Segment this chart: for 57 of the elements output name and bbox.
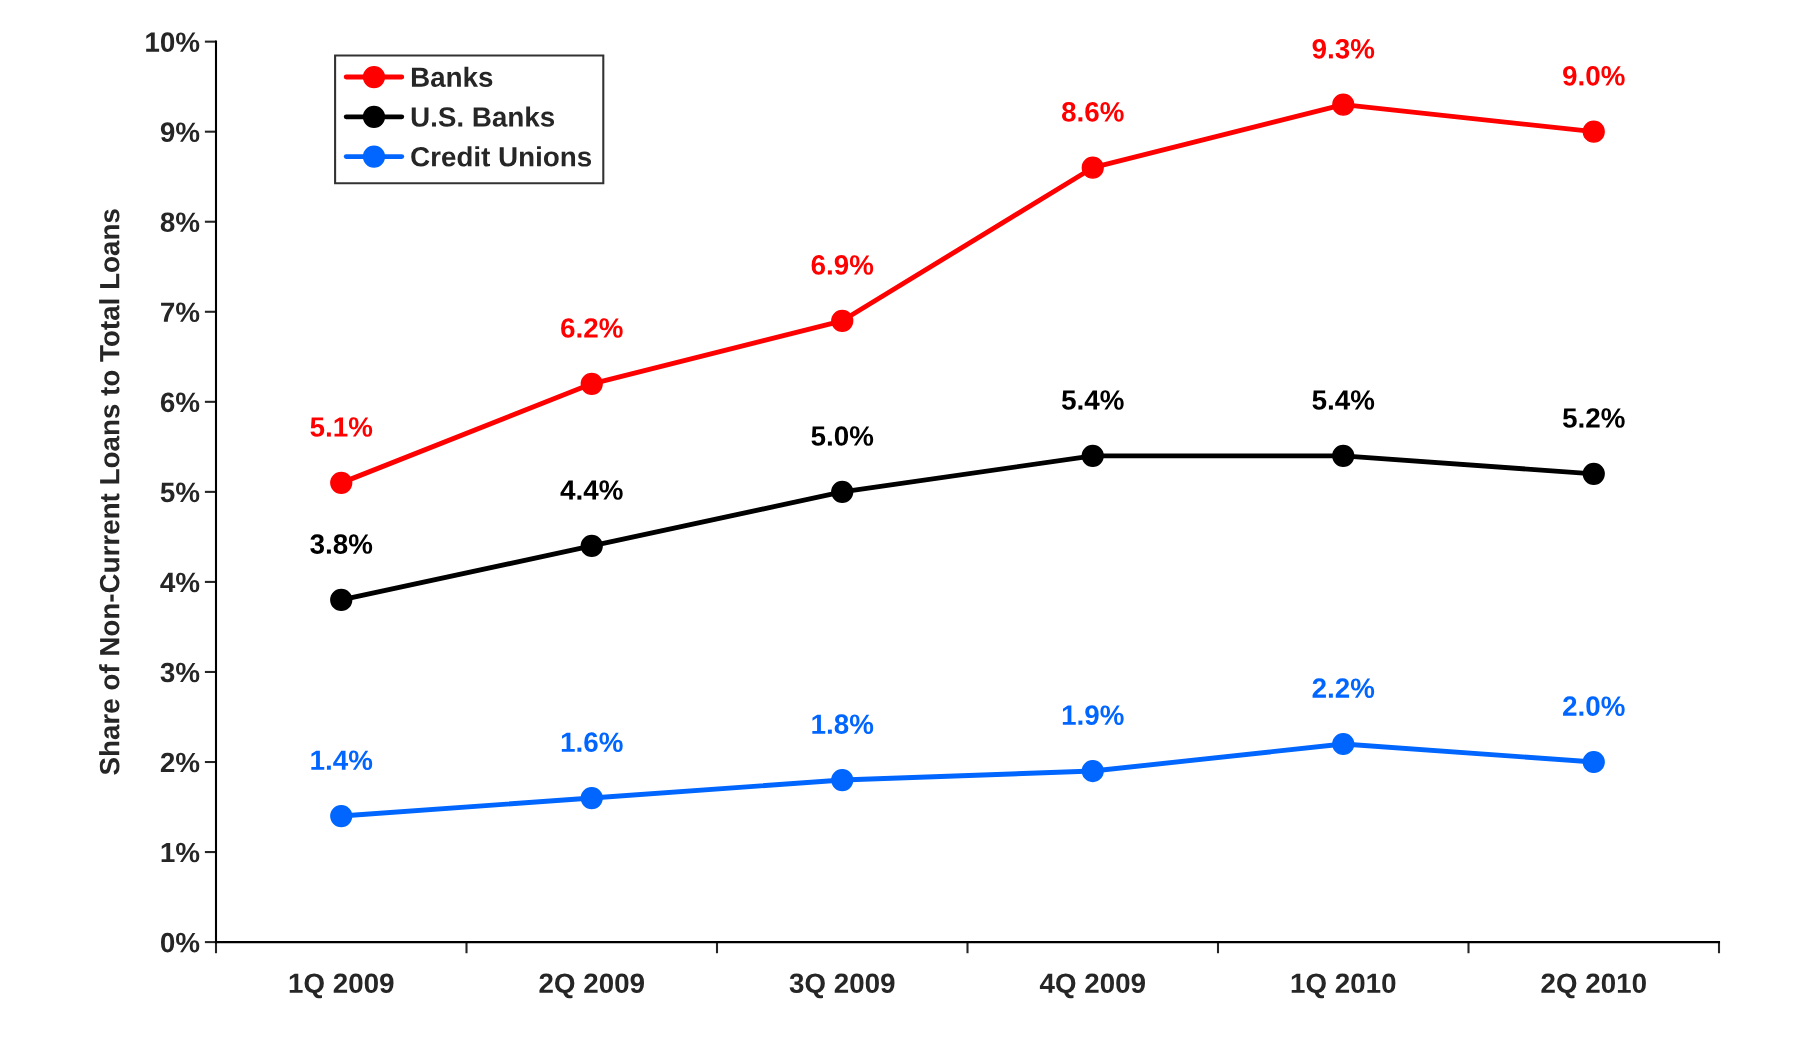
point	[580, 372, 603, 395]
data-label: 1.8%	[812, 714, 874, 735]
y-tick-label: 8%	[160, 212, 200, 233]
point	[330, 804, 353, 828]
y-tick-label: 9%	[160, 122, 200, 143]
point	[831, 309, 854, 332]
data-label: 9.0%	[1563, 66, 1625, 86]
point	[330, 471, 353, 494]
data-label: 5.4%	[1312, 390, 1375, 410]
x-tick-label: 1Q 2009	[289, 973, 394, 999]
point	[1081, 444, 1104, 467]
point	[1582, 120, 1605, 143]
data-label: 8.6%	[1061, 102, 1124, 122]
point	[1332, 93, 1355, 116]
point	[580, 534, 603, 558]
legend-label: Banks	[411, 66, 493, 88]
x-tick-label: 2Q 2009	[539, 973, 645, 999]
data-label: 2.0%	[1563, 696, 1625, 716]
y-tick-label: 7%	[161, 302, 200, 323]
data-label: 5.4%	[1061, 390, 1124, 410]
y-tick-label: 1%	[161, 842, 200, 863]
point	[831, 480, 854, 503]
data-label: 4.4%	[560, 480, 623, 500]
data-label: 6.9%	[811, 255, 874, 275]
y-tick-label: 10%	[146, 32, 200, 52]
data-label: 5.1%	[310, 417, 373, 437]
x-tick-label: 3Q 2009	[789, 973, 895, 999]
data-label: 3.8%	[310, 534, 373, 554]
legend-label: Credit Unions	[411, 146, 592, 167]
data-label: 2.2%	[1312, 678, 1375, 698]
y-axis-title: Share of Non-Current Loans to Total Loans	[99, 209, 120, 775]
point	[1081, 156, 1104, 179]
y-tick-label: 6%	[160, 392, 200, 413]
data-label: 1.4%	[311, 750, 373, 770]
y-tick-label: 4%	[160, 572, 200, 593]
x-tick-label: 4Q 2009	[1039, 973, 1146, 999]
legend-label: U.S. Banks	[411, 106, 555, 127]
data-label: 1.6%	[561, 732, 623, 753]
data-label: 5.2%	[1562, 408, 1625, 428]
x-tick-label: 1Q 2010	[1291, 973, 1396, 999]
data-label: 9.3%	[1312, 38, 1375, 59]
data-label: 5.0%	[811, 426, 874, 446]
y-tick-label: 5%	[160, 482, 200, 503]
y-tick-label: 2%	[160, 752, 200, 773]
point	[330, 588, 353, 612]
point	[1582, 750, 1605, 774]
point	[1332, 732, 1355, 756]
point	[1582, 462, 1605, 485]
y-tick-label: 0%	[160, 932, 200, 953]
data-label: 1.9%	[1062, 705, 1124, 726]
data-label: 6.2%	[561, 318, 623, 338]
point	[580, 786, 603, 810]
point	[1332, 444, 1355, 467]
x-tick-label: 2Q 2010	[1541, 973, 1646, 999]
y-tick-label: 3%	[160, 662, 200, 683]
point	[831, 768, 854, 792]
point	[1081, 759, 1104, 783]
